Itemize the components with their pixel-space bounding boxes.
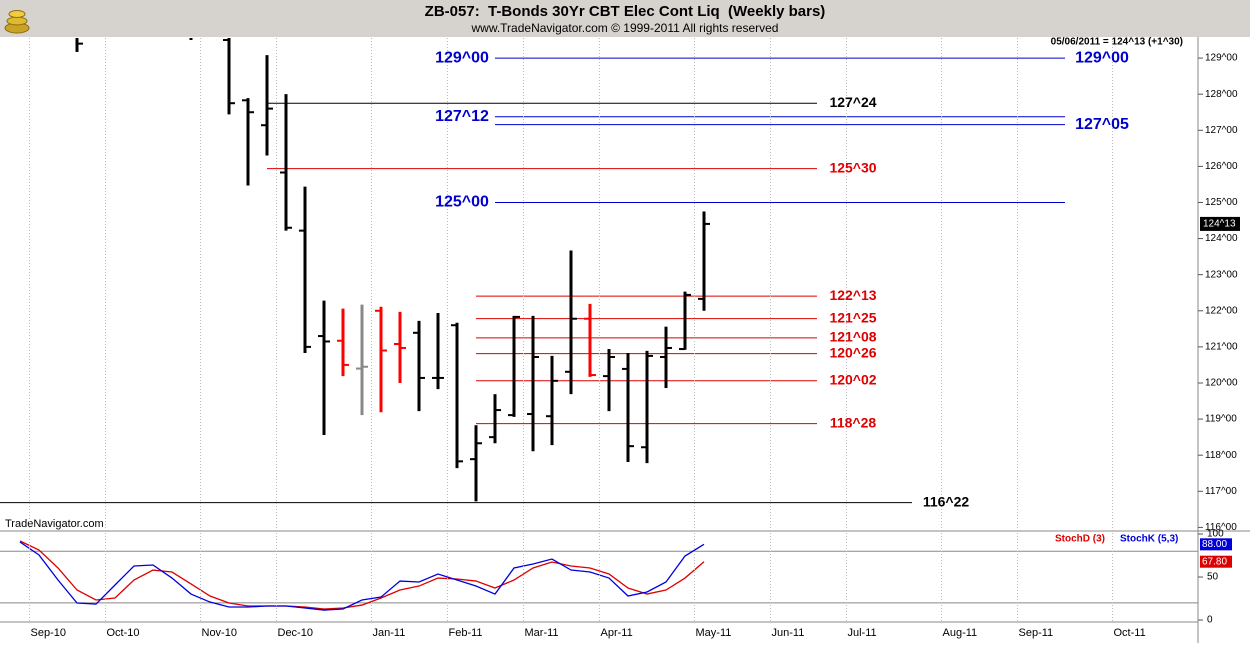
level-label: 122^13 bbox=[829, 287, 876, 303]
stoch-line bbox=[19, 541, 705, 611]
watermark: TradeNavigator.com bbox=[5, 518, 104, 530]
y-tick-label: 127^00 bbox=[1205, 125, 1238, 136]
last-price-label: 124^13 bbox=[1203, 219, 1236, 230]
x-tick-label: Oct-11 bbox=[1114, 627, 1146, 639]
last-value-box bbox=[1200, 538, 1232, 551]
y-tick-label: 126^00 bbox=[1205, 161, 1238, 172]
stoch-line bbox=[19, 540, 705, 610]
last-value-label: 88.00 bbox=[1202, 539, 1227, 550]
level-label: 129^00 bbox=[1075, 49, 1129, 66]
x-tick-label: Apr-11 bbox=[601, 627, 633, 639]
last-price-box bbox=[1200, 216, 1240, 231]
x-tick-label: Dec-10 bbox=[278, 627, 313, 639]
level-label: 120^26 bbox=[829, 344, 876, 360]
x-tick-label: Jan-11 bbox=[373, 627, 406, 639]
y-tick-label: 125^00 bbox=[1205, 197, 1238, 208]
y-tick-label: 118^00 bbox=[1205, 450, 1237, 461]
last-value-label: 67.80 bbox=[1202, 556, 1227, 567]
level-label: 120^02 bbox=[829, 371, 876, 387]
chart-subtitle: www.TradeNavigator.com © 1999-2011 All r… bbox=[471, 21, 779, 35]
x-tick-label: Jul-11 bbox=[848, 627, 877, 639]
y-tick-label: 121^00 bbox=[1205, 342, 1238, 353]
level-label: 121^25 bbox=[829, 309, 876, 325]
y-tick-label: 100 bbox=[1207, 529, 1224, 540]
legend-label: StochD (3) bbox=[1055, 534, 1105, 545]
y-tick-label: 117^00 bbox=[1205, 486, 1237, 497]
level-label: 125^00 bbox=[435, 194, 489, 211]
y-tick-label: 50 bbox=[1207, 572, 1219, 583]
level-label: 125^30 bbox=[829, 159, 876, 175]
y-tick-label: 123^00 bbox=[1205, 269, 1238, 280]
x-tick-label: Aug-11 bbox=[943, 627, 978, 639]
level-label: 116^22 bbox=[923, 493, 970, 509]
y-tick-label: 120^00 bbox=[1205, 378, 1238, 389]
x-tick-label: Sep-11 bbox=[1019, 627, 1054, 639]
x-tick-label: Nov-10 bbox=[202, 627, 237, 639]
x-tick-label: Sep-10 bbox=[31, 627, 66, 639]
x-tick-label: Oct-10 bbox=[107, 627, 140, 639]
x-tick-label: May-11 bbox=[696, 627, 732, 639]
x-tick-label: Jun-11 bbox=[772, 627, 805, 639]
y-tick-label: 116^00 bbox=[1205, 522, 1237, 533]
y-tick-label: 129^00 bbox=[1205, 53, 1238, 64]
level-label: 121^08 bbox=[829, 329, 876, 345]
x-tick-label: Feb-11 bbox=[449, 627, 483, 639]
y-tick-label: 124^00 bbox=[1205, 233, 1238, 244]
logo-icon bbox=[4, 10, 30, 34]
level-label: 129^00 bbox=[435, 49, 489, 66]
header-bar bbox=[0, 0, 1250, 37]
level-label: 118^28 bbox=[830, 414, 877, 430]
y-tick-label: 128^00 bbox=[1205, 89, 1238, 100]
y-tick-label: 122^00 bbox=[1205, 305, 1238, 316]
level-label: 127^05 bbox=[1075, 116, 1129, 133]
price-pane bbox=[0, 38, 1065, 504]
legend-label: StochK (5,3) bbox=[1120, 534, 1178, 545]
x-tick-label: Mar-11 bbox=[525, 627, 559, 639]
y-tick-label: 119^00 bbox=[1205, 414, 1237, 425]
last-value-box bbox=[1200, 555, 1232, 568]
annotation: 05/06/2011 = 124^13 (+1^30) bbox=[1051, 37, 1183, 48]
level-label: 127^24 bbox=[829, 94, 876, 110]
y-tick-label: 0 bbox=[1207, 615, 1213, 626]
chart-title: ZB-057: T-Bonds 30Yr CBT Elec Cont Liq (… bbox=[425, 3, 826, 20]
level-label: 127^12 bbox=[435, 108, 489, 125]
